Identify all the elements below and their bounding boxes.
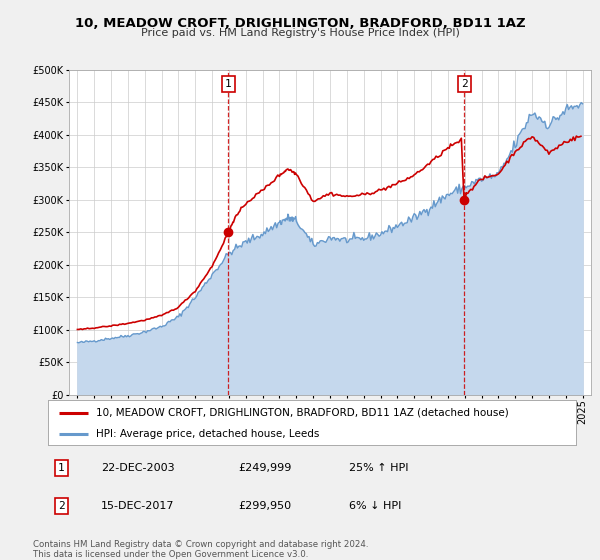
Text: 15-DEC-2017: 15-DEC-2017: [101, 501, 175, 511]
Text: 1: 1: [58, 463, 65, 473]
Text: 10, MEADOW CROFT, DRIGHLINGTON, BRADFORD, BD11 1AZ: 10, MEADOW CROFT, DRIGHLINGTON, BRADFORD…: [74, 17, 526, 30]
Text: 22-DEC-2003: 22-DEC-2003: [101, 463, 175, 473]
Text: £299,950: £299,950: [238, 501, 291, 511]
Text: 2: 2: [461, 80, 467, 89]
Text: Price paid vs. HM Land Registry's House Price Index (HPI): Price paid vs. HM Land Registry's House …: [140, 28, 460, 38]
Text: 25% ↑ HPI: 25% ↑ HPI: [349, 463, 409, 473]
Text: 2: 2: [58, 501, 65, 511]
Text: 6% ↓ HPI: 6% ↓ HPI: [349, 501, 401, 511]
Text: HPI: Average price, detached house, Leeds: HPI: Average price, detached house, Leed…: [95, 429, 319, 439]
Text: 10, MEADOW CROFT, DRIGHLINGTON, BRADFORD, BD11 1AZ (detached house): 10, MEADOW CROFT, DRIGHLINGTON, BRADFORD…: [95, 408, 508, 418]
Text: 1: 1: [225, 80, 232, 89]
Text: Contains HM Land Registry data © Crown copyright and database right 2024.
This d: Contains HM Land Registry data © Crown c…: [33, 540, 368, 559]
Text: £249,999: £249,999: [238, 463, 292, 473]
